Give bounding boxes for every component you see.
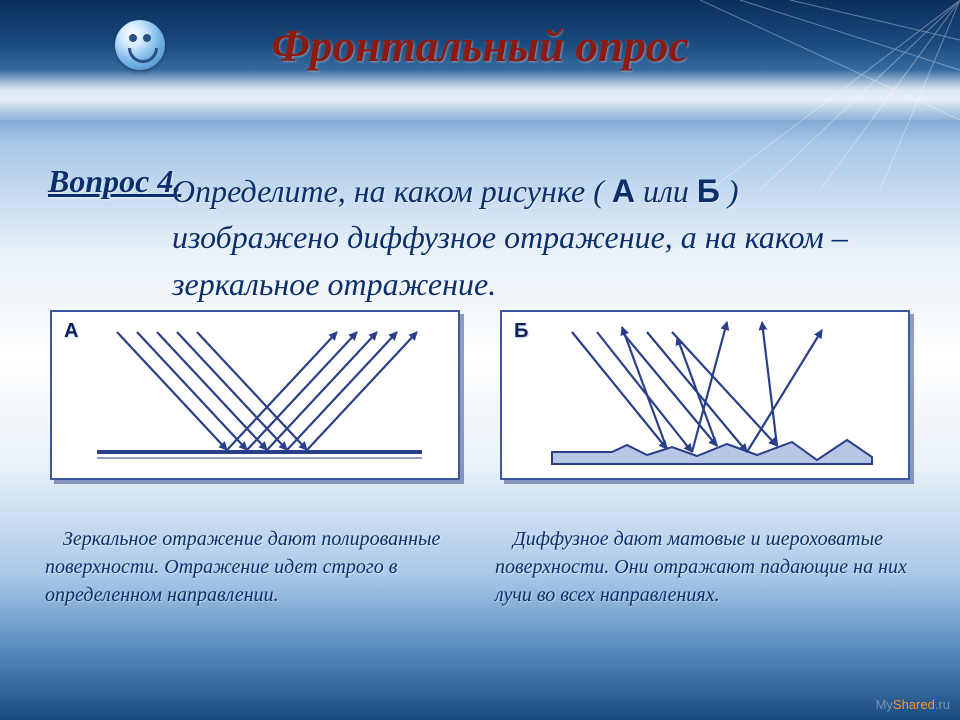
diagram-panel-a: А	[50, 310, 460, 480]
question-part-1: Определите, на каком рисунке (	[172, 173, 612, 209]
watermark-prefix: My	[876, 697, 893, 712]
diagram-row: А Б	[0, 310, 960, 480]
diagram-a-label: А	[64, 320, 78, 343]
specular-reflection-diagram	[52, 312, 462, 482]
caption-a: Зеркальное отражение дают полированные п…	[45, 525, 465, 609]
question-number: Вопрос 4.	[48, 163, 181, 200]
option-b-inline: Б	[697, 173, 720, 209]
diffuse-reflection-diagram	[502, 312, 912, 482]
diagram-b-label: Б	[514, 320, 528, 343]
question-part-2: или	[635, 173, 697, 209]
watermark: MyShared.ru	[876, 697, 950, 712]
page-title: Фронтальный опрос	[0, 20, 960, 72]
question-text: Определите, на каком рисунке ( А или Б )…	[172, 168, 892, 307]
caption-row: Зеркальное отражение дают полированные п…	[0, 525, 960, 609]
watermark-suffix: .ru	[935, 697, 950, 712]
caption-b: Диффузное дают матовые и шероховатые пов…	[495, 525, 915, 609]
option-a-inline: А	[612, 173, 635, 209]
diagram-panel-b: Б	[500, 310, 910, 480]
watermark-accent: Shared	[893, 697, 935, 712]
